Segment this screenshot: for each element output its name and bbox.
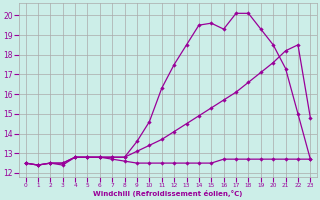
- X-axis label: Windchill (Refroidissement éolien,°C): Windchill (Refroidissement éolien,°C): [93, 190, 243, 197]
